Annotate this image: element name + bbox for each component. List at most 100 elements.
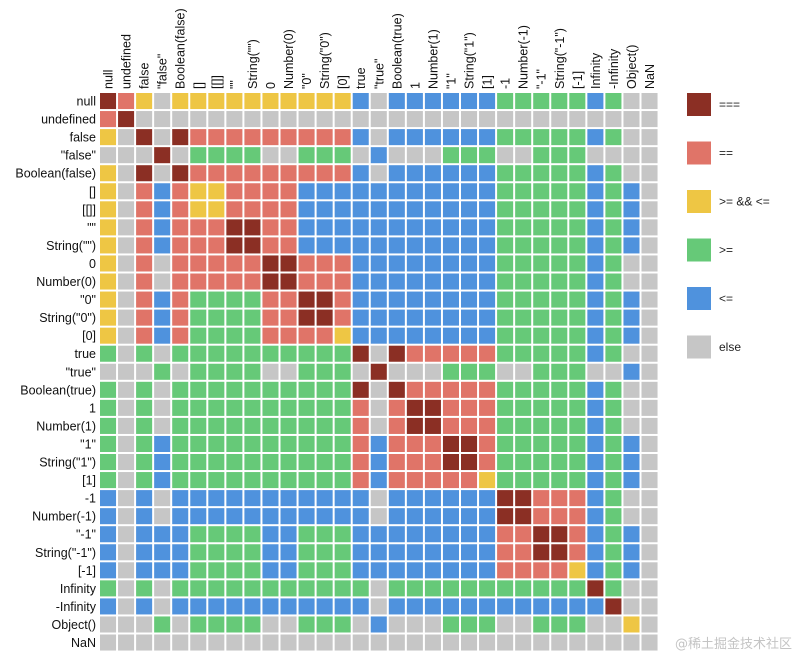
cell-r10-c13 (334, 273, 351, 290)
cell-r6-c17 (406, 201, 423, 218)
cell-r8-c17 (406, 237, 423, 254)
cell-r4-c10 (280, 165, 297, 182)
cell-r29-c3 (154, 616, 171, 633)
cell-r13-c7 (226, 327, 243, 344)
cell-r4-c30 (641, 165, 658, 182)
cell-r28-c28 (605, 598, 622, 615)
cell-r23-c22 (497, 508, 514, 525)
cell-r7-c20 (461, 219, 478, 236)
cell-r14-c8 (244, 345, 261, 362)
legend-label-0: === (719, 98, 740, 112)
cell-r11-c4 (172, 291, 189, 308)
cell-r2-c22 (497, 129, 514, 146)
cell-r22-c11 (298, 490, 315, 507)
cell-r27-c8 (244, 580, 261, 597)
cell-r1-c1 (118, 111, 135, 128)
cell-r13-c20 (461, 327, 478, 344)
cell-r9-c21 (479, 255, 496, 272)
row-label-17: 1 (89, 401, 96, 415)
legend-swatch-4 (687, 287, 711, 310)
cell-r11-c21 (479, 291, 496, 308)
cell-r3-c8 (244, 147, 261, 164)
cell-r9-c9 (262, 255, 279, 272)
cell-r13-c3 (154, 327, 171, 344)
cell-r26-c25 (551, 562, 568, 579)
cell-r5-c29 (623, 183, 640, 200)
cell-r10-c16 (388, 273, 405, 290)
cell-r12-c11 (298, 309, 315, 326)
cell-r20-c19 (442, 454, 459, 471)
cell-r26-c30 (641, 562, 658, 579)
cell-r8-c18 (424, 237, 441, 254)
cell-r20-c10 (280, 454, 297, 471)
cell-r15-c4 (172, 363, 189, 380)
cell-r17-c12 (316, 399, 333, 416)
cell-r30-c30 (641, 634, 658, 651)
cell-r17-c3 (154, 399, 171, 416)
col-label-16: Boolean(true) (390, 13, 404, 89)
cell-r30-c8 (244, 634, 261, 651)
cell-r19-c5 (190, 435, 207, 452)
cell-r20-c8 (244, 454, 261, 471)
cell-r21-c26 (569, 472, 586, 489)
cell-r3-c1 (118, 147, 135, 164)
cell-r7-c4 (172, 219, 189, 236)
cell-r0-c23 (515, 93, 532, 110)
cell-r14-c2 (136, 345, 153, 362)
cell-r21-c9 (262, 472, 279, 489)
cell-r29-c13 (334, 616, 351, 633)
cell-r4-c23 (515, 165, 532, 182)
cell-r27-c19 (442, 580, 459, 597)
col-label-19: "1" (444, 73, 458, 89)
cell-r20-c30 (641, 454, 658, 471)
cell-r1-c5 (190, 111, 207, 128)
cell-r19-c1 (118, 435, 135, 452)
cell-r11-c27 (587, 291, 604, 308)
cell-r23-c24 (533, 508, 550, 525)
cell-r14-c16 (388, 345, 405, 362)
cell-r18-c6 (208, 417, 225, 434)
row-label-14: true (74, 347, 96, 361)
cell-r20-c22 (497, 454, 514, 471)
cell-r4-c22 (497, 165, 514, 182)
cell-r9-c26 (569, 255, 586, 272)
cell-r4-c6 (208, 165, 225, 182)
cell-r18-c17 (406, 417, 423, 434)
cell-r22-c3 (154, 490, 171, 507)
cell-r20-c2 (136, 454, 153, 471)
cell-r26-c11 (298, 562, 315, 579)
cell-r18-c23 (515, 417, 532, 434)
cell-r13-c0 (100, 327, 117, 344)
cell-r16-c15 (370, 381, 387, 398)
cell-r27-c23 (515, 580, 532, 597)
cell-r19-c16 (388, 435, 405, 452)
cell-r15-c27 (587, 363, 604, 380)
legend-swatch-0 (687, 93, 711, 116)
cell-r3-c7 (226, 147, 243, 164)
cell-r13-c14 (352, 327, 369, 344)
cell-r21-c23 (515, 472, 532, 489)
cell-r24-c13 (334, 526, 351, 543)
col-label-23: Number(-1) (517, 25, 531, 89)
cell-r20-c1 (118, 454, 135, 471)
cell-r24-c7 (226, 526, 243, 543)
cell-r28-c29 (623, 598, 640, 615)
cell-r16-c16 (388, 381, 405, 398)
cell-r16-c26 (569, 381, 586, 398)
cell-r21-c0 (100, 472, 117, 489)
cell-r24-c9 (262, 526, 279, 543)
cell-r1-c7 (226, 111, 243, 128)
cell-r15-c20 (461, 363, 478, 380)
cell-r0-c2 (136, 93, 153, 110)
cell-r26-c15 (370, 562, 387, 579)
cell-r15-c2 (136, 363, 153, 380)
cell-r24-c25 (551, 526, 568, 543)
cell-r7-c23 (515, 219, 532, 236)
cell-r11-c2 (136, 291, 153, 308)
cell-r1-c27 (587, 111, 604, 128)
cell-r6-c6 (208, 201, 225, 218)
cell-r24-c27 (587, 526, 604, 543)
col-label-18: Number(1) (426, 29, 440, 89)
col-label-11: "0" (300, 73, 314, 89)
cell-r2-c0 (100, 129, 117, 146)
